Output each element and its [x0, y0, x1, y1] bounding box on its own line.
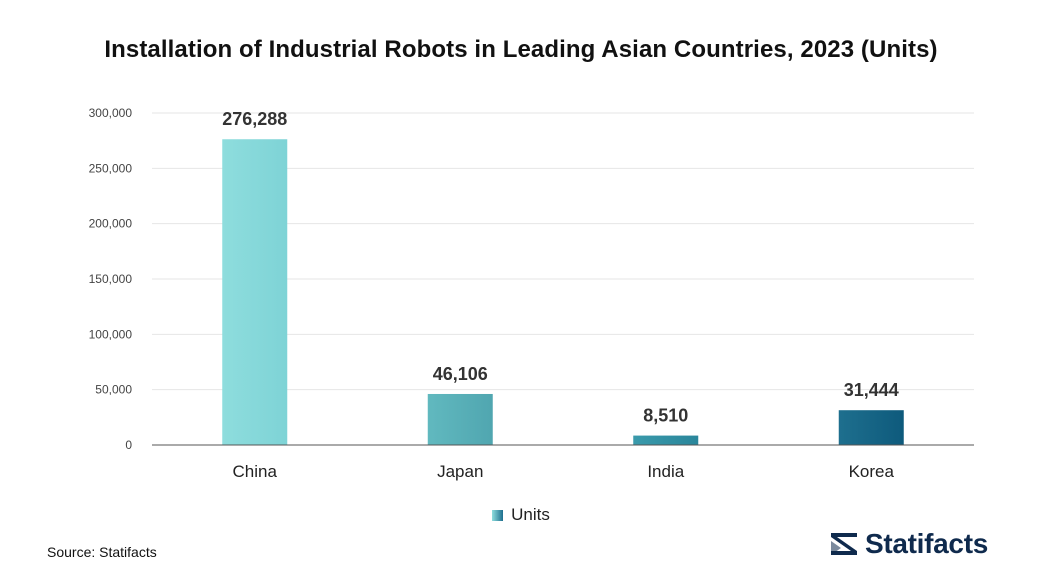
bar-chart: 0 50,000 100,000 150,000 200,000 250,000 300,0… [89, 106, 974, 481]
bar-china[interactable] [222, 139, 288, 446]
x-tick-label-korea: Korea [849, 462, 895, 481]
x-tick-label-japan: Japan [437, 462, 483, 481]
data-label-japan: 46,106 [433, 364, 488, 384]
bar-india[interactable] [633, 435, 699, 445]
bar-korea[interactable] [838, 410, 904, 445]
legend-swatch-units [492, 509, 504, 521]
brand-logo[interactable]: Statifacts [829, 528, 988, 560]
data-label-india: 8,510 [643, 406, 688, 426]
data-labels: 276,288 46,106 8,510 31,444 [222, 109, 899, 425]
chart-title: Installation of Industrial Robots in Lea… [104, 36, 938, 63]
data-label-china: 276,288 [222, 109, 287, 129]
legend[interactable]: Units [0, 505, 1042, 525]
y-tick-label: 50,000 [95, 383, 132, 397]
legend-label-units: Units [511, 505, 550, 524]
data-label-korea: 31,444 [844, 380, 899, 400]
y-axis-ticks: 0 50,000 100,000 150,000 200,000 250,000 300,0… [89, 106, 133, 452]
y-tick-label: 100,000 [89, 327, 133, 341]
y-tick-label: 300,000 [89, 106, 133, 120]
bar-japan[interactable] [427, 393, 493, 445]
x-tick-label-china: China [233, 462, 278, 481]
brand-name: Statifacts [864, 528, 988, 559]
y-tick-label: 200,000 [89, 217, 133, 231]
x-tick-label-india: India [647, 462, 684, 481]
x-axis-ticks: China Japan India Korea [233, 462, 895, 481]
y-tick-label: 150,000 [89, 272, 133, 286]
statifacts-logo-icon [830, 533, 857, 555]
source-note: Source: Statifacts [47, 544, 157, 560]
y-tick-label: 250,000 [89, 161, 133, 175]
bars [222, 139, 904, 446]
grid-lines [152, 112, 974, 391]
y-tick-label: 0 [125, 438, 132, 452]
